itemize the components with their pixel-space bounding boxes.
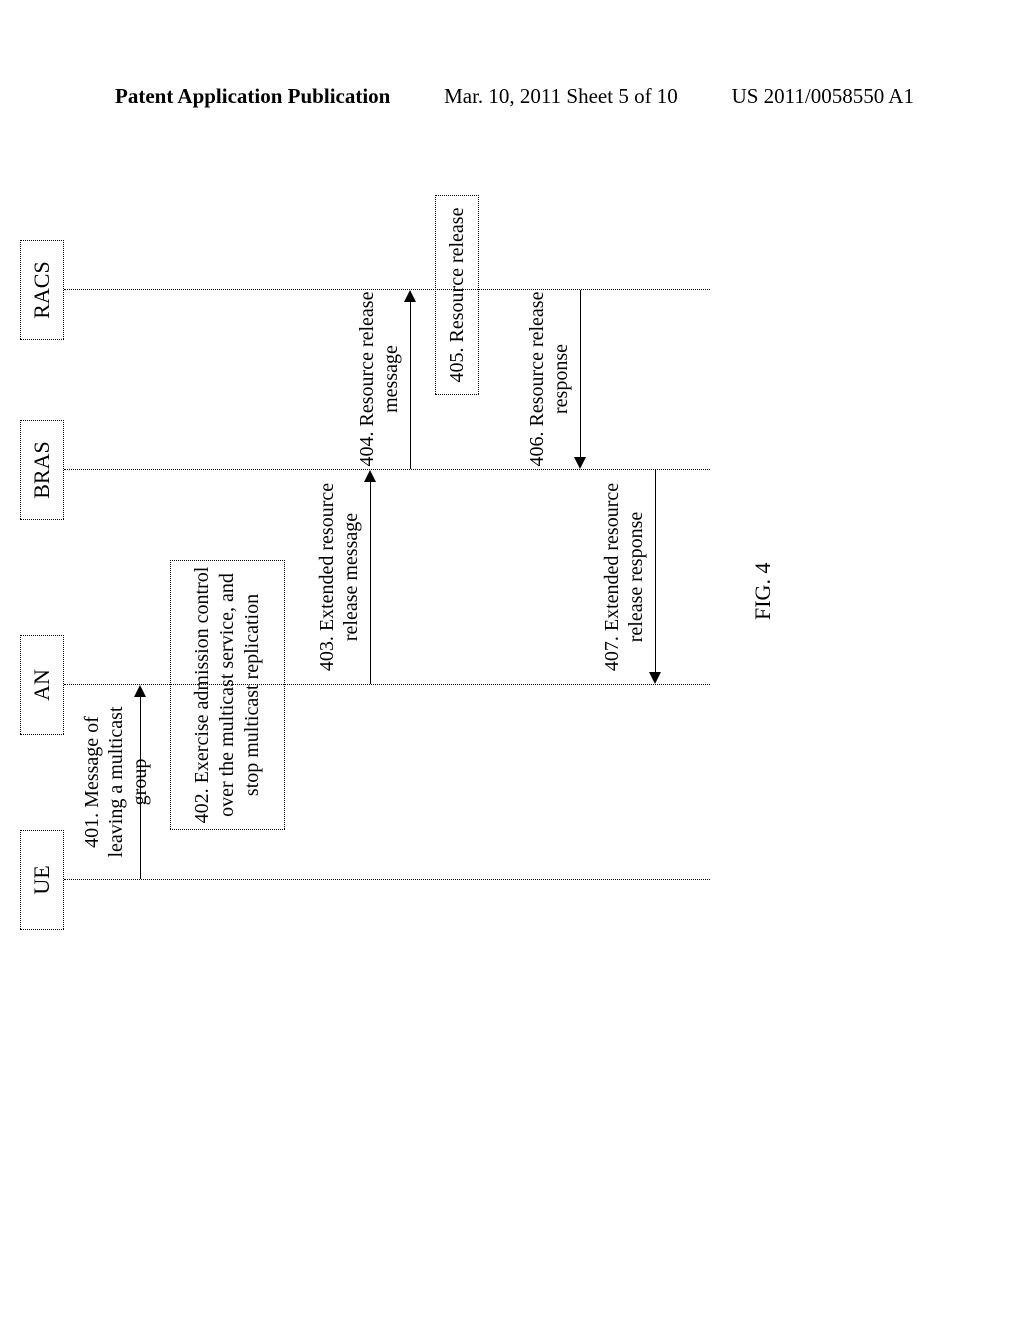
msg-403-label: 403. Extended resource release message (315, 471, 363, 683)
msg-407-arrowhead (649, 672, 661, 684)
page-header: Patent Application Publication Mar. 10, … (0, 84, 1024, 109)
header-right: US 2011/0058550 A1 (732, 84, 914, 109)
header-center: Mar. 10, 2011 Sheet 5 of 10 (444, 84, 678, 109)
msg-403-arrowhead (364, 470, 376, 482)
lifeline-an (64, 684, 710, 685)
participant-bras: BRAS (20, 420, 64, 520)
note-405: 405. Resource release (435, 195, 479, 395)
msg-407-arrow (655, 470, 656, 672)
msg-401-arrowhead (134, 685, 146, 697)
msg-401-arrow (140, 697, 141, 879)
msg-404-arrow (410, 302, 411, 469)
process-402: 402. Exercise admission control over the… (170, 560, 285, 830)
msg-406-arrow (580, 290, 581, 457)
header-left: Patent Application Publication (115, 84, 390, 109)
sequence-diagram: UE AN BRAS RACS 401. Message of leaving … (20, 230, 850, 950)
msg-407-label: 407. Extended resource release response (600, 471, 648, 683)
process-402-text: 402. Exercise admission control over the… (190, 561, 265, 829)
lifeline-bras (64, 469, 710, 470)
note-405-text: 405. Resource release (445, 208, 470, 383)
msg-404-arrowhead (404, 290, 416, 302)
figure-caption: FIG. 4 (750, 563, 776, 620)
msg-404-label: 404. Resource release message (355, 290, 403, 468)
participant-racs: RACS (20, 240, 64, 340)
msg-403-arrow (370, 482, 371, 684)
lifeline-ue (64, 879, 710, 880)
participant-ue: UE (20, 830, 64, 930)
participant-an: AN (20, 635, 64, 735)
msg-401-label: 401. Message of leaving a multicast grou… (80, 686, 152, 878)
msg-406-label: 406. Resource release response (525, 290, 573, 468)
msg-406-arrowhead (574, 457, 586, 469)
